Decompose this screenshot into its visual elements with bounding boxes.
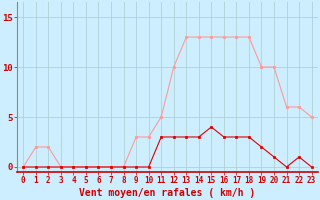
- X-axis label: Vent moyen/en rafales ( km/h ): Vent moyen/en rafales ( km/h ): [79, 188, 256, 198]
